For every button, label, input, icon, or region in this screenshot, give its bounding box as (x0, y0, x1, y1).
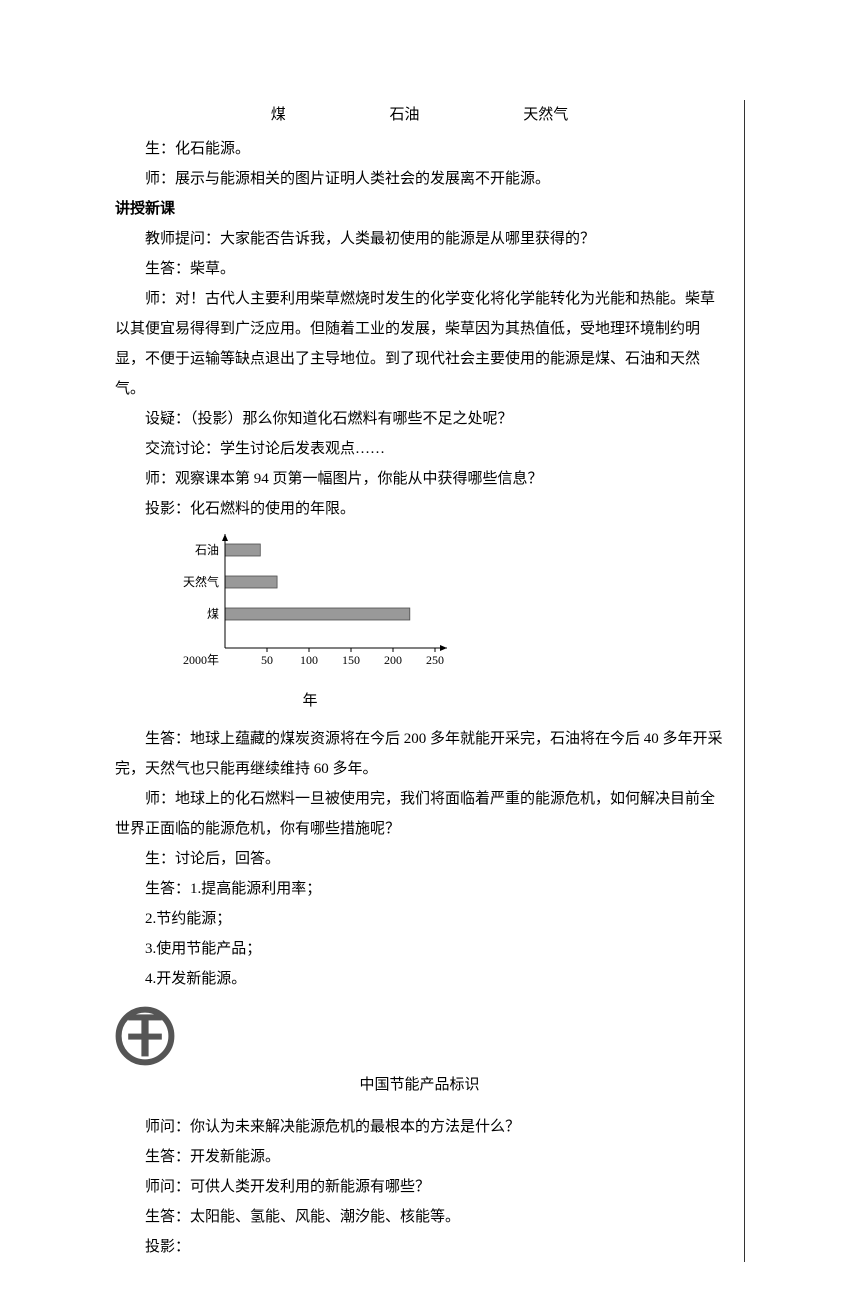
energy-saving-logo (115, 1006, 724, 1066)
logo-icon (115, 1006, 175, 1066)
svg-text:天然气: 天然气 (183, 574, 219, 589)
dialog-line: 生答：太阳能、氢能、风能、潮汐能、核能等。 (115, 1202, 724, 1232)
dialog-line: 师：展示与能源相关的图片证明人类社会的发展离不开能源。 (115, 164, 724, 194)
dialog-line: 设疑：（投影）那么你知道化石燃料有哪些不足之处呢？ (115, 404, 724, 434)
fuel-type-row: 煤 石油 天然气 (115, 100, 724, 130)
dialog-line: 师：对！古代人主要利用柴草燃烧时发生的化学变化将化学能转化为光能和热能。柴草以其… (115, 284, 724, 404)
logo-caption: 中国节能产品标识 (115, 1070, 724, 1100)
dialog-line: 师问：可供人类开发利用的新能源有哪些？ (115, 1172, 724, 1202)
svg-text:石油: 石油 (195, 543, 219, 557)
header-gas: 天然气 (523, 100, 568, 130)
dialog-line: 生：讨论后，回答。 (115, 844, 724, 874)
bar-chart-svg: 石油天然气煤 50 100 150 200 250 2000年 (175, 532, 465, 682)
dialog-line: 师：地球上的化石燃料一旦被使用完，我们将面临着严重的能源危机，如何解决目前全世界… (115, 784, 724, 844)
header-coal: 煤 (271, 100, 286, 130)
dialog-line: 生答：柴草。 (115, 254, 724, 284)
dialog-line: 教师提问：大家能否告诉我，人类最初使用的能源是从哪里获得的？ (115, 224, 724, 254)
fuel-years-chart: 石油天然气煤 50 100 150 200 250 2000年 (175, 532, 724, 682)
dialog-line: 师：观察课本第 94 页第一幅图片，你能从中获得哪些信息？ (115, 464, 724, 494)
svg-text:250: 250 (426, 653, 444, 667)
svg-text:煤: 煤 (207, 607, 219, 621)
section-title: 讲授新课 (115, 194, 724, 224)
dialog-line: 生答：1.提高能源利用率； (115, 874, 724, 904)
svg-text:200: 200 (384, 653, 402, 667)
dialog-line: 投影：化石燃料的使用的年限。 (115, 494, 724, 524)
dialog-line: 2.节约能源； (115, 904, 724, 934)
dialog-line: 生：化石能源。 (115, 134, 724, 164)
header-oil: 石油 (389, 100, 419, 130)
svg-text:2000年: 2000年 (183, 653, 219, 667)
chart-x-label: 年 (175, 686, 445, 716)
svg-text:100: 100 (300, 653, 318, 667)
dialog-line: 交流讨论：学生讨论后发表观点…… (115, 434, 724, 464)
dialog-line: 3.使用节能产品； (115, 934, 724, 964)
dialog-line: 生答：开发新能源。 (115, 1142, 724, 1172)
dialog-line: 4.开发新能源。 (115, 964, 724, 994)
dialog-line: 投影： (115, 1232, 724, 1262)
svg-text:50: 50 (261, 653, 273, 667)
dialog-line: 生答：地球上蕴藏的煤炭资源将在今后 200 多年就能开采完，石油将在今后 40 … (115, 724, 724, 784)
svg-text:150: 150 (342, 653, 360, 667)
dialog-line: 师问：你认为未来解决能源危机的最根本的方法是什么？ (115, 1112, 724, 1142)
